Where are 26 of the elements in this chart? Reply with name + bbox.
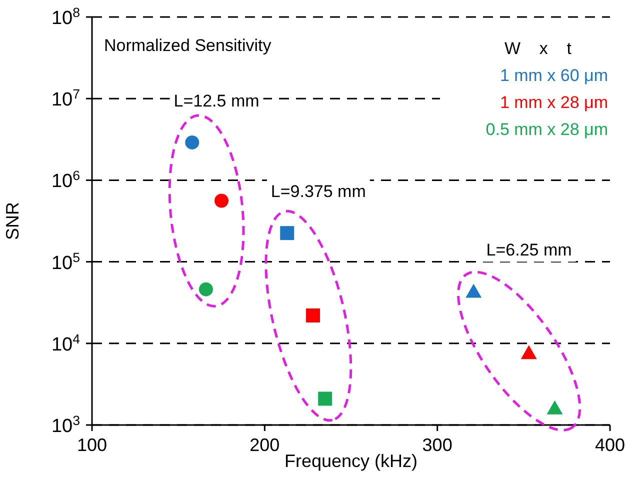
y-tick-label: 10$^{3}$: [51, 412, 80, 437]
annotation: L=6.25 mm: [486, 240, 572, 260]
y-axis-title: SNR: [2, 202, 22, 240]
y-tick-label: 10$^{5}$: [51, 249, 80, 274]
text: 1 mm x 28 μm: [500, 93, 608, 112]
annotation: L=12.5 mm: [174, 91, 260, 110]
annotation: L=9.375 mm: [270, 182, 366, 202]
point: [318, 392, 332, 406]
text: 0.5 mm x 28 μm: [486, 120, 608, 139]
x-tick-label: 400: [594, 435, 625, 455]
point: [306, 308, 320, 322]
point: [198, 282, 213, 296]
point: [214, 194, 228, 208]
point: [280, 226, 294, 240]
legend-title: W x t: [504, 39, 572, 58]
text: Normalized Sensitivity: [104, 36, 272, 55]
y-tick-label: 10$^{7}$: [51, 86, 80, 111]
text: 1 mm x 60 μm: [500, 66, 608, 85]
x-tick-label: 100: [76, 435, 108, 455]
y-tick-label: 10$^{4}$: [51, 330, 80, 356]
x-axis-title: Frequency (kHz): [284, 451, 418, 471]
y-tick-label: 10$^{8}$: [51, 4, 80, 29]
x-tick-label: 300: [422, 435, 452, 455]
point: [185, 135, 200, 150]
y-tick-label: 10$^{6}$: [51, 168, 80, 192]
x-tick-label: 200: [250, 435, 280, 455]
